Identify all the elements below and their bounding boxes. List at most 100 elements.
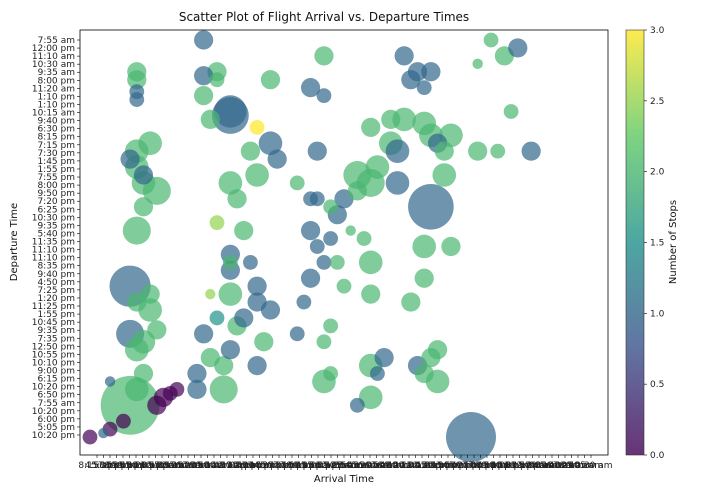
x-tick-label: 10:30 am — [569, 461, 612, 471]
scatter-point — [307, 141, 327, 161]
scatter-point — [133, 363, 154, 384]
scatter-point — [218, 282, 243, 306]
y-tick-label: 11:10 pm — [32, 254, 75, 264]
colorbar — [625, 29, 645, 456]
scatter-point — [416, 80, 432, 96]
x-tick-label: 7:35 am — [182, 461, 219, 471]
x-axis-label: Arrival Time — [314, 474, 374, 485]
scatter-point — [503, 104, 519, 119]
x-tick-label: 10:45 pm — [303, 461, 346, 471]
x-tick-label: 3:00 pm — [429, 461, 467, 471]
y-tick-label: 7:35 pm — [37, 334, 75, 344]
scatter-point — [483, 32, 499, 48]
x-tick-label: 7:45 pm — [468, 461, 506, 471]
scatter-point — [209, 375, 238, 404]
x-tick-label: 8:10 am — [559, 461, 596, 471]
scatter-point — [98, 427, 109, 439]
x-tick-label: 5:40 am — [540, 461, 577, 471]
y-tick-label: 10:15 am — [32, 109, 75, 119]
x-tick-label: 11:00 am — [394, 461, 437, 471]
scatter-point — [260, 70, 281, 90]
x-tick-label: 3:45 am — [338, 461, 375, 471]
scatter-point — [220, 340, 240, 360]
scatter-point — [345, 225, 356, 236]
scatter-point — [296, 294, 312, 310]
x-tick-label: 11:55 pm — [134, 461, 177, 471]
x-tick-label: 2:15 pm — [423, 461, 461, 471]
x-tick-label: 6:35 pm — [267, 461, 305, 471]
scatter-point — [234, 220, 254, 241]
x-tick-label: 10:10 am — [387, 461, 430, 471]
scatter-point — [521, 141, 541, 161]
scatter-point — [187, 379, 207, 400]
scatter-point — [316, 334, 332, 350]
scatter-point — [381, 109, 401, 130]
x-tick-label: 9:20 am — [384, 461, 421, 471]
y-tick-label: 7:55 am — [38, 36, 75, 46]
x-tick-label: 9:50 pm — [117, 461, 155, 471]
y-tick-label: 6:15 pm — [37, 375, 75, 385]
scatter-point — [234, 308, 254, 328]
x-tick-label: 5:25 pm — [449, 461, 487, 471]
scatter-point — [214, 95, 247, 128]
scatter-point — [289, 175, 305, 191]
y-tick-label: 10:20 pm — [32, 407, 75, 417]
plot-area — [79, 29, 609, 456]
scatter-point — [401, 292, 421, 312]
x-tick-label: 8:30 pm — [475, 461, 513, 471]
x-tick-label: 12:40 am — [140, 461, 183, 471]
scatter-point — [323, 199, 339, 215]
x-tick-label: 4:50 pm — [85, 461, 123, 471]
scatter-point — [245, 163, 269, 187]
scatter-point — [468, 141, 488, 161]
x-tick-label: 1:05 pm — [221, 461, 259, 471]
scatter-point — [361, 117, 381, 137]
x-tick-label: 7:25 am — [553, 461, 590, 471]
x-tick-label: 2:20 pm — [234, 461, 272, 471]
scatter-point — [122, 216, 151, 245]
x-tick-label: 9:05 am — [566, 461, 603, 471]
y-tick-label: 8:15 pm — [37, 133, 75, 143]
colorbar-tick-label: 0.5 — [650, 380, 664, 390]
scatter-point — [329, 254, 345, 270]
x-tick-label: 1:00 am — [520, 461, 557, 471]
scatter-point — [194, 30, 214, 50]
x-tick-label: 7:10 pm — [273, 461, 311, 471]
x-tick-label: 4:25 pm — [254, 461, 292, 471]
scatter-point — [300, 78, 321, 98]
scatter-point — [116, 413, 131, 429]
scatter-point — [187, 363, 207, 384]
scatter-point — [356, 231, 372, 246]
scatter-point — [309, 239, 325, 254]
scatter-point — [247, 276, 267, 296]
x-tick-label: 2:30 am — [527, 461, 564, 471]
x-tick-label: 4:35 am — [345, 461, 382, 471]
y-tick-label: 6:25 pm — [37, 205, 75, 215]
y-tick-label: 9:40 pm — [37, 270, 75, 280]
x-tick-label: 6:50 am — [364, 461, 401, 471]
x-tick-label: 11:15 pm — [498, 461, 541, 471]
y-tick-label: 9:35 pm — [37, 326, 75, 336]
y-tick-label: 7:30 pm — [37, 149, 75, 159]
scatter-point — [358, 385, 383, 410]
scatter-point — [240, 141, 261, 161]
scatter-point — [374, 348, 394, 368]
scatter-point — [243, 254, 258, 270]
y-tick-label: 11:10 am — [32, 52, 75, 62]
chart-title: Scatter Plot of Flight Arrival vs. Depar… — [179, 10, 469, 24]
scatter-point — [260, 300, 281, 320]
scatter-point — [104, 376, 116, 387]
scatter-point — [316, 88, 332, 103]
scatter-point — [347, 181, 367, 201]
x-tick-label: 8:35 pm — [104, 461, 142, 471]
x-tick-label: 2:10 am — [156, 461, 193, 471]
x-tick-label: 3:55 pm — [247, 461, 285, 471]
y-tick-label: 1:20 pm — [37, 294, 75, 304]
x-tick-label: 12:20 am — [511, 461, 554, 471]
x-tick-label: 11:30 am — [205, 461, 248, 471]
x-tick-label: 3:35 am — [163, 461, 200, 471]
y-tick-label: 9:35 am — [38, 68, 75, 78]
y-tick-label: 7:55 am — [38, 399, 75, 409]
y-tick-label: 11:10 pm — [32, 246, 75, 256]
